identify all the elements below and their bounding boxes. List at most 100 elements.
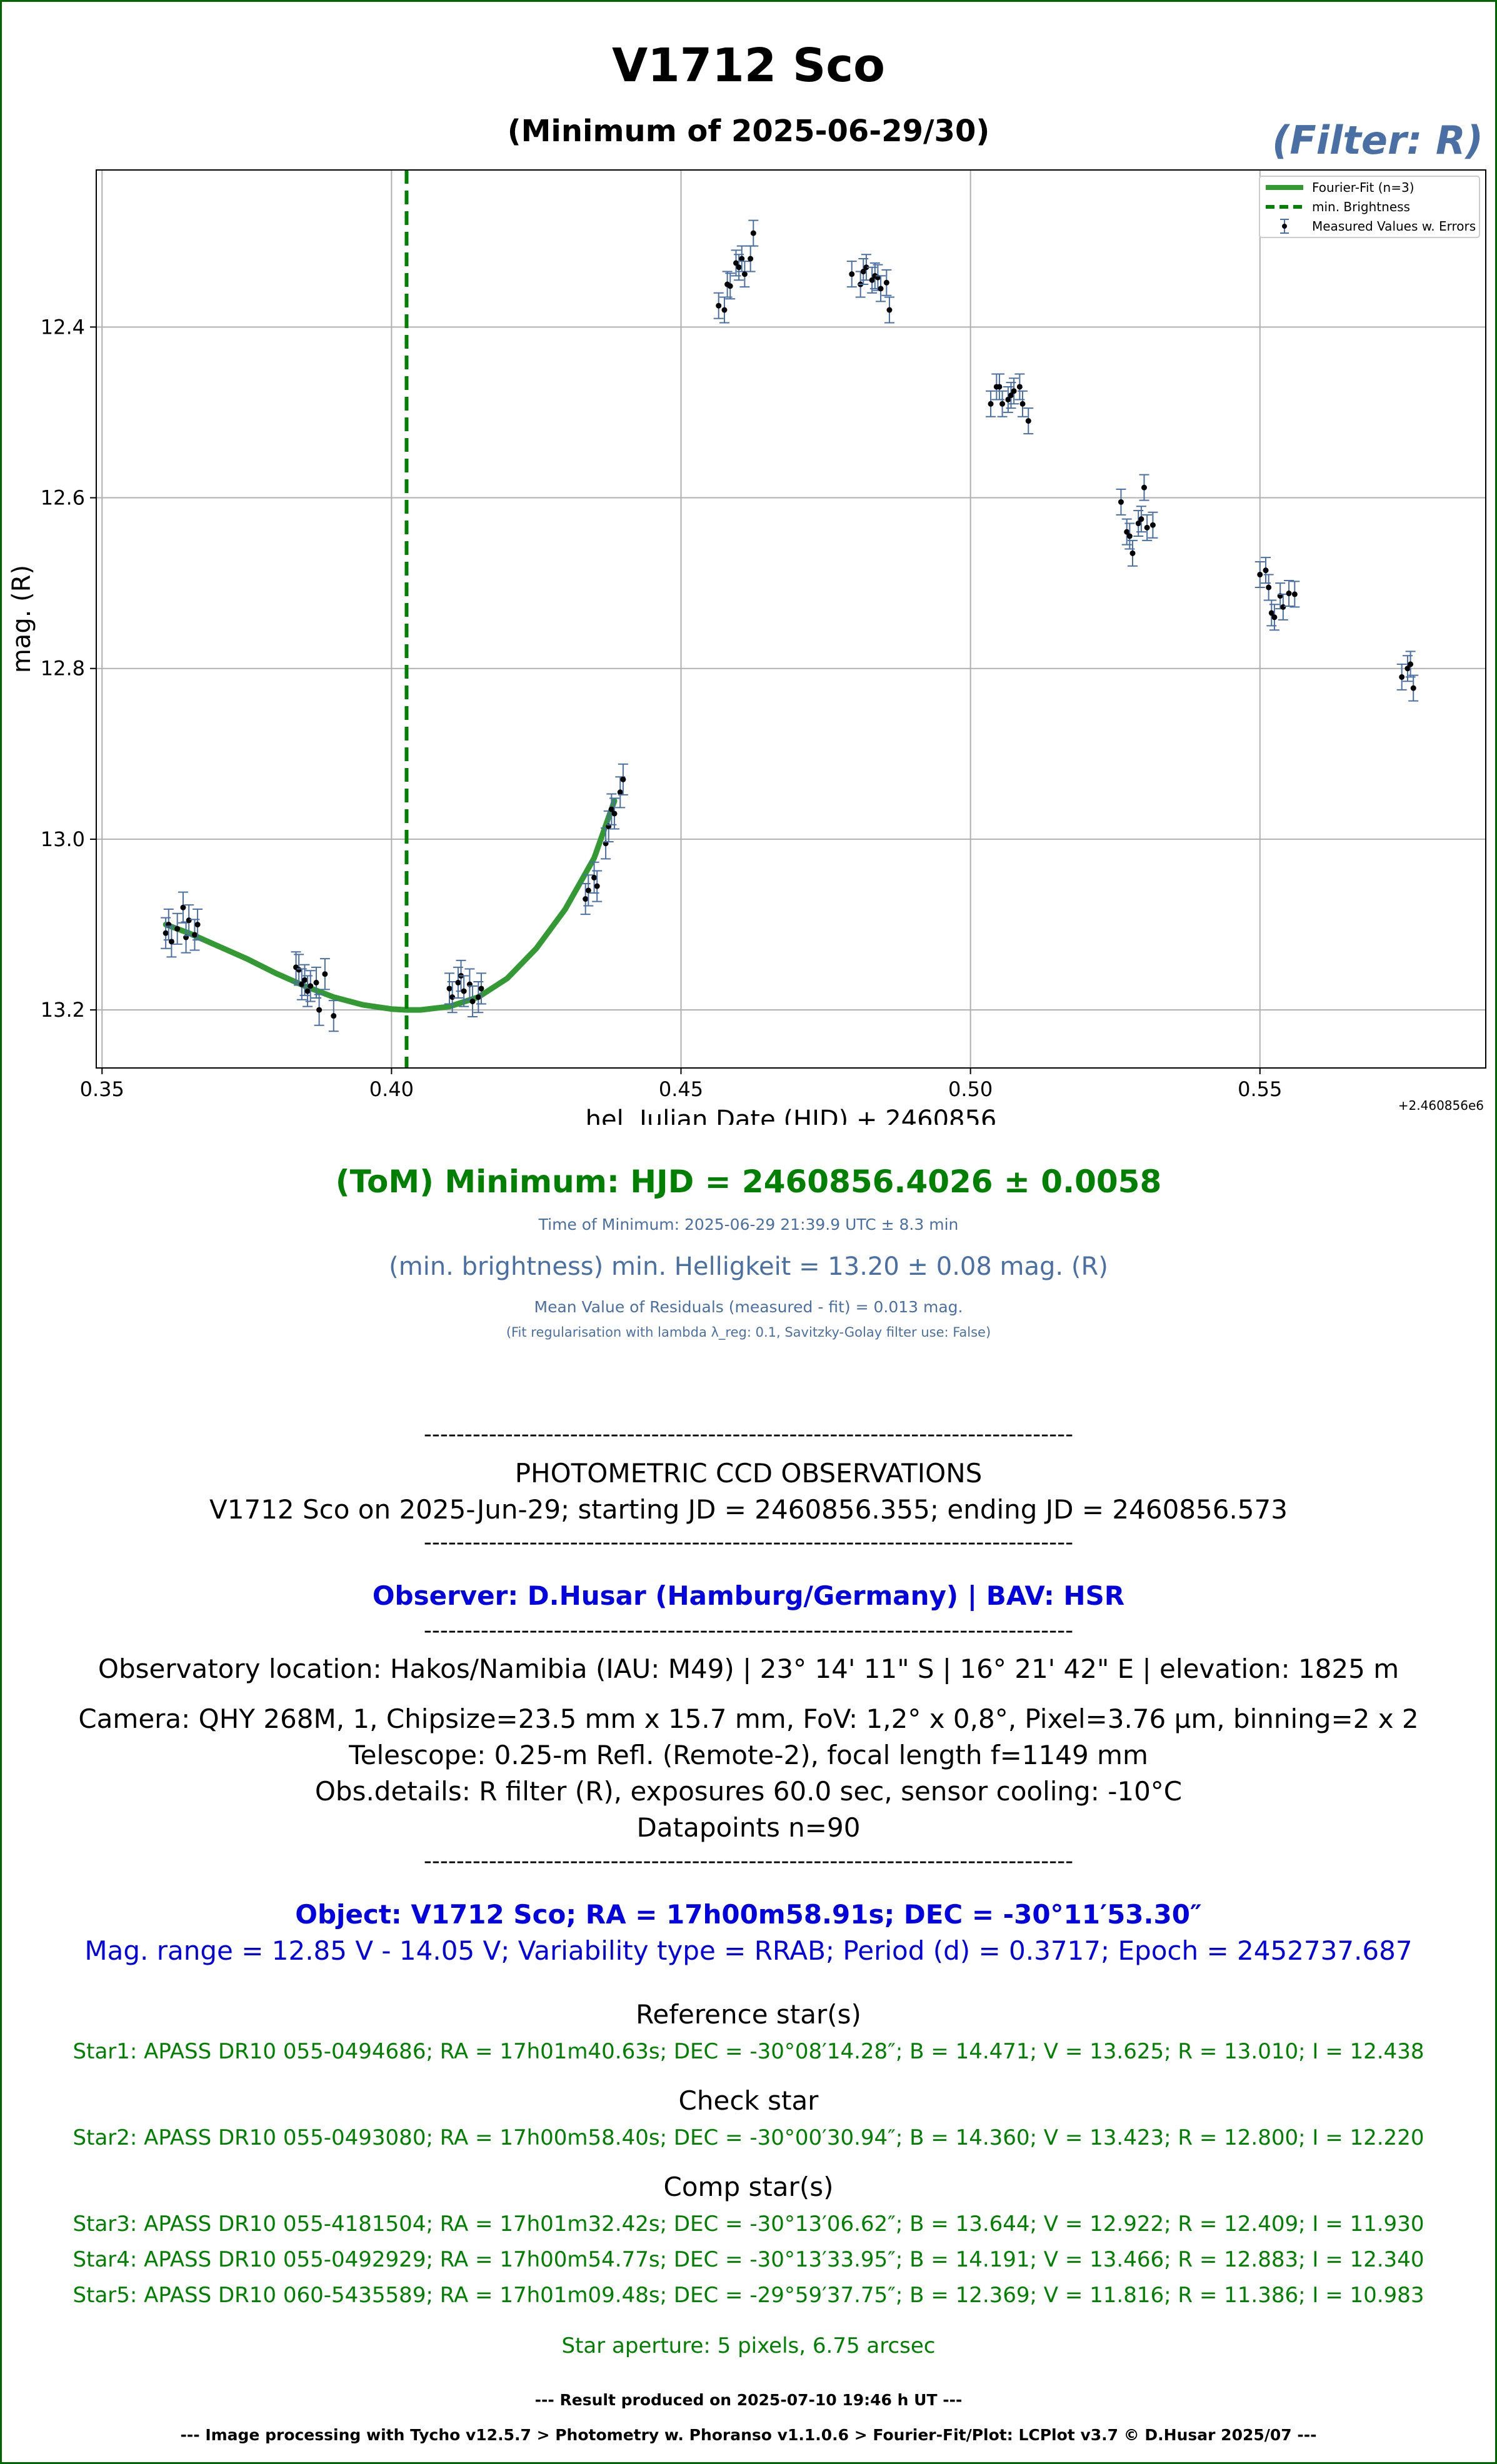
data-point bbox=[750, 230, 756, 236]
data-point bbox=[1271, 614, 1278, 621]
measured-point bbox=[296, 968, 307, 1000]
data-point bbox=[1280, 604, 1286, 610]
measured-point bbox=[468, 985, 478, 1018]
data-point bbox=[186, 917, 192, 924]
measured-point bbox=[1018, 390, 1028, 417]
data-point bbox=[304, 988, 311, 994]
data-point bbox=[1135, 521, 1141, 527]
measured-point bbox=[846, 261, 857, 288]
comp-heading: Comp star(s) bbox=[663, 2172, 834, 2202]
object-line: Object: V1712 Sco; RA = 17h00m58.91s; DE… bbox=[295, 1899, 1202, 1930]
data-point bbox=[331, 1013, 337, 1019]
star-5: Star5: APASS DR10 060-5435589; RA = 17h0… bbox=[73, 2283, 1424, 2308]
data-point bbox=[863, 264, 869, 271]
measured-point bbox=[1148, 511, 1158, 539]
telescope-details: Telescope: 0.25-m Refl. (Remote-2), foca… bbox=[349, 1740, 1148, 1770]
data-point bbox=[168, 939, 174, 945]
star-3: Star3: APASS DR10 055-4181504; RA = 17h0… bbox=[73, 2212, 1424, 2237]
measured-point bbox=[193, 908, 203, 941]
measured-point bbox=[739, 261, 750, 288]
x-tick-label: 0.50 bbox=[948, 1077, 993, 1101]
star-1: Star1: APASS DR10 055-0494686; RA = 17h0… bbox=[73, 2039, 1424, 2064]
data-point bbox=[308, 983, 314, 989]
measured-point bbox=[459, 975, 469, 1007]
measured-point bbox=[725, 272, 736, 300]
divider: ----------------------------------------… bbox=[423, 1618, 1074, 1643]
observer-line: Observer: D.Husar (Hamburg/Germany) | BA… bbox=[372, 1580, 1125, 1611]
data-point bbox=[1016, 384, 1023, 390]
data-point bbox=[191, 932, 198, 938]
data-point bbox=[174, 925, 181, 932]
data-point bbox=[1025, 418, 1031, 424]
measured-point bbox=[748, 219, 759, 247]
data-point bbox=[1019, 401, 1026, 407]
data-point bbox=[716, 302, 722, 309]
measured-point bbox=[1023, 407, 1034, 435]
measured-point bbox=[291, 951, 301, 984]
x-axis-label: hel. Julian Date (HJD) + 2460856 bbox=[586, 1105, 997, 1125]
obs-details: Obs.details: R filter (R), exposures 60.… bbox=[314, 1776, 1183, 1807]
divider: ----------------------------------------… bbox=[423, 1848, 1074, 1874]
data-point bbox=[296, 967, 302, 973]
data-point bbox=[449, 994, 456, 1000]
y-tick-label: 12.8 bbox=[41, 657, 85, 681]
legend-label: min. Brightness bbox=[1312, 199, 1410, 214]
measured-point bbox=[734, 254, 744, 281]
measured-point bbox=[1396, 663, 1407, 691]
measured-point bbox=[166, 925, 177, 958]
light-curve-chart: 0.35 0.40 0.45 0.50 0.55 12.4 12.6 12.8 13.0 13.2… bbox=[8, 169, 1486, 1125]
data-point bbox=[461, 988, 467, 994]
y-tick-label: 13.0 bbox=[41, 827, 85, 851]
data-point bbox=[721, 307, 728, 313]
x-tick-label: 0.35 bbox=[80, 1077, 124, 1101]
data-point bbox=[455, 979, 461, 985]
check-heading: Check star bbox=[678, 2085, 819, 2116]
data-point bbox=[741, 271, 748, 277]
measured-point bbox=[745, 245, 756, 272]
measured-point bbox=[1136, 506, 1146, 533]
time-of-minimum: Time of Minimum: 2025-06-29 21:39.9 UTC … bbox=[538, 1215, 959, 1234]
legend-item: Measured Values w. Errors bbox=[1280, 219, 1476, 234]
measured-values-series bbox=[161, 219, 1419, 1032]
measured-point bbox=[319, 958, 330, 990]
measured-point bbox=[713, 292, 724, 319]
measured-point bbox=[986, 390, 996, 417]
axis-ticks: 0.35 0.40 0.45 0.50 0.55 12.4 12.6 12.8 13.0 13.2 bbox=[41, 315, 1283, 1101]
data-point bbox=[733, 260, 739, 266]
measured-point bbox=[1278, 593, 1288, 621]
data-point bbox=[883, 279, 889, 286]
measured-point bbox=[1408, 674, 1419, 702]
data-point bbox=[163, 930, 169, 936]
data-point bbox=[727, 283, 733, 289]
data-point bbox=[1291, 591, 1298, 597]
measured-point bbox=[876, 275, 886, 302]
measured-point bbox=[609, 797, 619, 830]
measured-point bbox=[1284, 580, 1294, 607]
observation-range: V1712 Sco on 2025-Jun-29; starting JD = … bbox=[209, 1494, 1288, 1525]
data-point bbox=[1138, 516, 1144, 522]
legend-label: Measured Values w. Errors bbox=[1312, 219, 1476, 234]
data-point bbox=[583, 896, 589, 902]
y-tick-label: 13.2 bbox=[41, 998, 85, 1022]
data-point bbox=[594, 883, 600, 889]
data-point bbox=[316, 1007, 323, 1013]
filter-label: (Filter: R) bbox=[1272, 117, 1483, 163]
residuals-text: Mean Value of Residuals (measured - fit)… bbox=[534, 1298, 963, 1316]
measured-point bbox=[444, 972, 455, 1005]
data-point bbox=[1141, 484, 1148, 491]
plot-area bbox=[96, 169, 1486, 1069]
data-point bbox=[1404, 666, 1411, 672]
y-tick-label: 12.6 bbox=[41, 486, 85, 510]
star-4: Star4: APASS DR10 055-0492929; RA = 17h0… bbox=[73, 2247, 1424, 2272]
measured-point bbox=[1269, 604, 1279, 631]
data-point bbox=[469, 998, 476, 1004]
measured-point bbox=[328, 1000, 339, 1032]
y-tick-label: 12.4 bbox=[41, 315, 85, 339]
data-point bbox=[608, 806, 614, 812]
legend-item: min. Brightness bbox=[1266, 199, 1410, 214]
measured-point bbox=[1127, 539, 1138, 567]
data-point bbox=[996, 384, 1003, 390]
measured-point bbox=[311, 966, 321, 999]
data-point bbox=[999, 401, 1006, 407]
